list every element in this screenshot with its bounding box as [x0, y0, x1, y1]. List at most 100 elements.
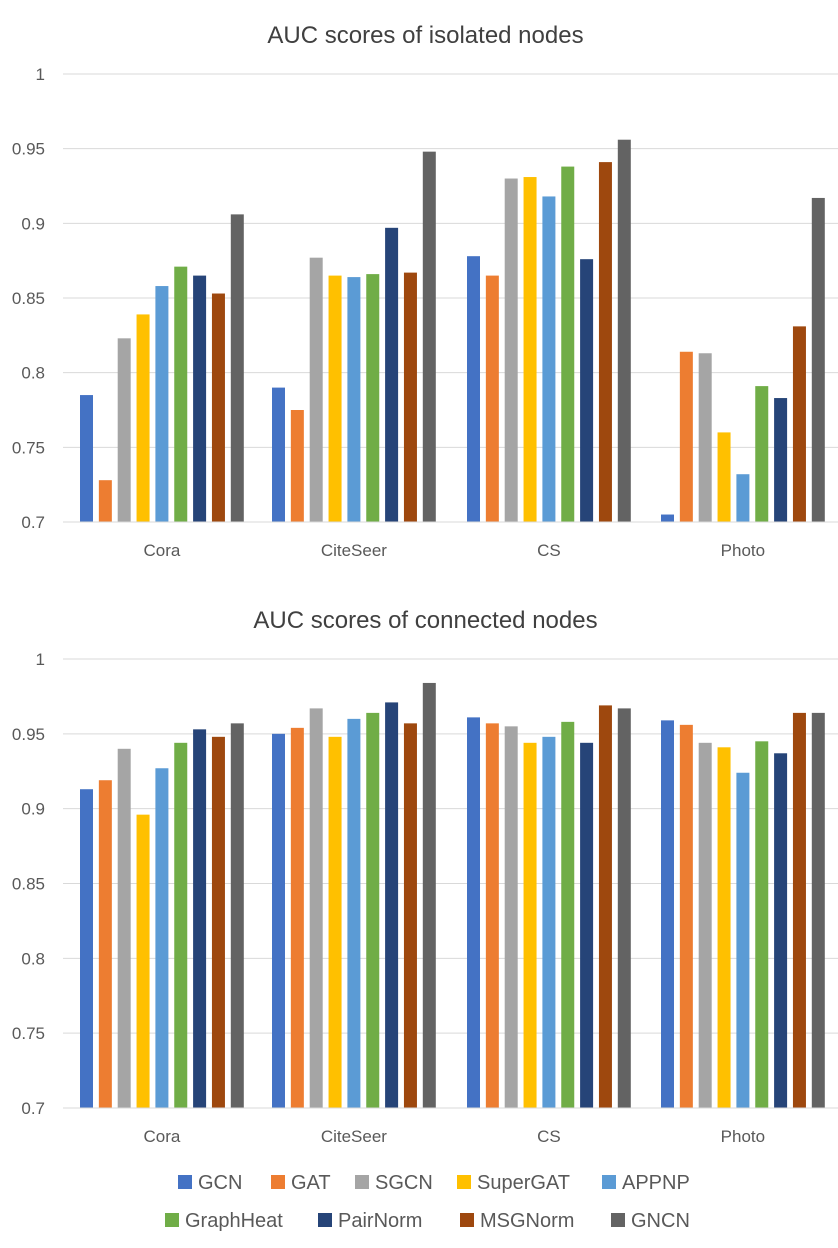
legend-label-sgcn: SGCN [375, 1172, 433, 1194]
bar-gcn-cs [467, 256, 480, 522]
legend-label-msgnorm: MSGNorm [480, 1210, 574, 1232]
bar-msgnorm-cora [211, 293, 225, 522]
bar-pairnorm-citeseer [385, 227, 399, 522]
bar-supergat-citeseer [328, 275, 342, 522]
bar-gcn-citeseer [272, 733, 285, 1108]
bar-gncn-cora [230, 723, 244, 1108]
bar-gcn-citeseer [272, 387, 285, 522]
bar-gcn-cora [80, 395, 93, 522]
legend-swatch-pairnorm [318, 1213, 332, 1227]
bar-sgcn-citeseer [309, 708, 323, 1108]
y-tick-label: 0.95 [12, 140, 45, 159]
bar-pairnorm-cora [193, 729, 207, 1108]
chart-title: AUC scores of isolated nodes [267, 22, 583, 49]
bar-pairnorm-citeseer [385, 702, 399, 1108]
bar-appnp-photo [736, 772, 750, 1108]
bar-gncn-photo [811, 712, 825, 1108]
bar-graphheat-photo [755, 741, 769, 1108]
bar-appnp-citeseer [347, 718, 361, 1108]
bar-graphheat-cora [174, 742, 188, 1108]
bar-supergat-cora [136, 314, 150, 522]
bar-graphheat-citeseer [366, 274, 380, 522]
bar-gat-photo [679, 351, 693, 522]
bar-supergat-citeseer [328, 736, 342, 1108]
bar-gat-cs [485, 275, 499, 522]
bar-sgcn-cora [117, 338, 131, 522]
chart-connected-nodes: AUC scores of connected nodes 0.7 0.75 0.8 0… [12, 607, 838, 1146]
bar-graphheat-photo [755, 386, 769, 522]
bar-gat-photo [679, 724, 693, 1108]
chart-title: AUC scores of connected nodes [253, 607, 597, 634]
y-tick-label: 0.9 [21, 800, 45, 819]
y-tick-label: 0.95 [12, 725, 45, 744]
y-tick-label: 0.85 [12, 289, 45, 308]
bar-gncn-citeseer [422, 682, 436, 1108]
bar-pairnorm-cs [580, 742, 594, 1108]
bar-gat-cora [98, 480, 112, 522]
y-tick-label: 0.7 [21, 1099, 45, 1118]
bar-appnp-cora [155, 286, 169, 522]
bar-graphheat-cs [561, 721, 575, 1108]
bar-msgnorm-photo [792, 326, 806, 522]
legend-label-gncn: GNCN [631, 1210, 690, 1232]
y-tick-label: 0.75 [12, 438, 45, 457]
y-tick-label: 0.85 [12, 875, 45, 894]
bar-supergat-cora [136, 814, 150, 1108]
legend-swatch-gat [271, 1175, 285, 1189]
bar-graphheat-citeseer [366, 712, 380, 1108]
bar-pairnorm-photo [774, 753, 788, 1108]
bar-sgcn-cs [504, 726, 518, 1108]
legend-label-pairnorm: PairNorm [338, 1210, 422, 1232]
legend-label-appnp: APPNP [622, 1172, 690, 1194]
bar-sgcn-photo [698, 353, 712, 522]
bar-appnp-photo [736, 474, 750, 522]
legend-swatch-sgcn [355, 1175, 369, 1189]
y-tick-label: 0.8 [21, 364, 45, 383]
bar-gat-citeseer [290, 410, 304, 522]
bar-supergat-cs [523, 742, 537, 1108]
bar-supergat-photo [717, 747, 731, 1108]
bar-gcn-cs [467, 717, 480, 1108]
x-category-label: Cora [143, 541, 180, 560]
bar-gncn-cs [617, 708, 631, 1108]
y-tick-label: 1 [36, 650, 45, 669]
x-category-label: Cora [143, 1127, 180, 1146]
bar-gncn-citeseer [422, 151, 436, 523]
bar-graphheat-cs [561, 166, 575, 522]
bar-appnp-citeseer [347, 277, 361, 522]
chart-isolated-nodes: AUC scores of isolated nodes 0.7 0.75 0.8 0.… [12, 22, 838, 560]
bar-supergat-photo [717, 432, 731, 522]
bar-gcn-photo [661, 720, 674, 1108]
legend-label-gat: GAT [291, 1172, 331, 1194]
bar-gcn-cora [80, 789, 93, 1108]
legend-swatch-supergat [457, 1175, 471, 1189]
bar-appnp-cora [155, 768, 169, 1108]
bar-msgnorm-citeseer [403, 723, 417, 1108]
bar-sgcn-cora [117, 748, 131, 1108]
bar-gncn-cora [230, 214, 244, 522]
bar-gat-cs [485, 723, 499, 1108]
bar-sgcn-citeseer [309, 257, 323, 522]
bar-gat-cora [98, 780, 112, 1108]
legend-label-graphheat: GraphHeat [185, 1210, 283, 1232]
bar-msgnorm-cora [211, 736, 225, 1108]
y-tick-label: 1 [36, 65, 45, 84]
legend-swatch-graphheat [165, 1213, 179, 1227]
bar-pairnorm-cora [193, 275, 207, 522]
bar-supergat-cs [523, 177, 537, 523]
bar-msgnorm-citeseer [403, 272, 417, 522]
legend: GCN GAT SGCN SuperGAT APPNP GraphHeat PairNorm… [165, 1172, 690, 1232]
x-category-label: Photo [721, 1127, 765, 1146]
bar-gat-citeseer [290, 727, 304, 1108]
bar-appnp-cs [542, 196, 556, 522]
x-category-label: CS [537, 1127, 561, 1146]
legend-swatch-appnp [602, 1175, 616, 1189]
y-tick-label: 0.7 [21, 513, 45, 532]
bar-pairnorm-photo [774, 398, 788, 522]
bar-sgcn-photo [698, 742, 712, 1108]
bar-msgnorm-cs [598, 162, 612, 522]
y-tick-label: 0.75 [12, 1024, 45, 1043]
y-tick-label: 0.9 [21, 214, 45, 233]
bar-sgcn-cs [504, 178, 518, 523]
